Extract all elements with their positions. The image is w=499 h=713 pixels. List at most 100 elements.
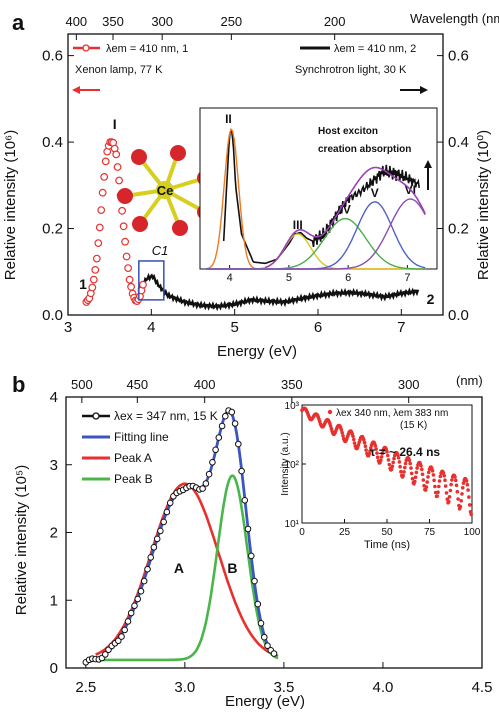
b-data-point <box>163 508 171 516</box>
a-point-xenon <box>119 222 128 231</box>
b-inset-ylabel: Intensity (a.u.) <box>280 432 291 495</box>
b-decay-point <box>403 465 407 470</box>
b-decay-point <box>389 467 394 472</box>
a-xtick-label-0: 3 <box>64 319 72 336</box>
b-decay-point <box>425 480 430 484</box>
b-xtick-label-3: 4.0 <box>373 679 394 696</box>
a-point-xenon <box>98 188 107 197</box>
b-inset-legend-line2: (15 K) <box>400 420 427 431</box>
b-decay-point <box>438 474 443 479</box>
b-decay-point <box>407 458 412 463</box>
b-inset-ytick-label-1: 10² <box>285 460 300 471</box>
b-inset-xtick-label-0: 0 <box>299 527 305 538</box>
a-ytick-right-label-1: 0.2 <box>448 221 469 238</box>
b-inset-xtick-label-3: 75 <box>424 527 436 538</box>
b-data-point <box>264 642 271 650</box>
b-decay-point <box>426 470 431 475</box>
b-data-point <box>144 565 151 573</box>
a-point-xenon <box>101 157 110 166</box>
b-decay-point <box>403 461 408 466</box>
a-inset-up-arrow-head-icon <box>424 160 432 168</box>
b-decay-point <box>464 479 469 483</box>
b-decay-point <box>469 512 474 517</box>
b-decay-point <box>410 476 415 481</box>
b-data-point <box>160 518 167 526</box>
b-decay-point <box>413 479 417 484</box>
b-decay-point <box>455 489 460 494</box>
b-ytick-label-3: 3 <box>50 457 58 474</box>
b-decay-point <box>454 478 458 483</box>
a-ytick-right-label-3: 0.6 <box>448 48 469 65</box>
a-peak-label-2: 2 <box>427 291 435 307</box>
panel-b: b (nm) Relative intensity (10⁵) Energy (… <box>12 372 492 710</box>
a-arrow-right-head-icon <box>420 86 428 94</box>
b-decay-point <box>402 470 406 474</box>
a-ytick-left-label-0: 0.0 <box>42 307 63 324</box>
b-decay-point <box>459 499 464 503</box>
b-decay-point <box>399 469 403 474</box>
b-decay-point <box>465 482 470 487</box>
a-xtick-label-3: 6 <box>314 319 322 336</box>
b-data-point <box>157 527 164 535</box>
a-legend-sub-2: Synchrotron light, 30 K <box>295 64 407 76</box>
b-data-point <box>150 544 158 551</box>
b-data-point <box>254 600 262 608</box>
a-ytick-right-label-0: 0.0 <box>448 307 469 324</box>
b-inset-frame <box>301 404 473 524</box>
b-data-point <box>241 497 249 504</box>
a-point-xenon <box>91 266 100 274</box>
b-decay-point <box>391 460 396 465</box>
a-point-xenon <box>94 239 103 248</box>
b-decay-point <box>339 428 344 432</box>
b-decay-point <box>426 475 430 479</box>
b-decay-point <box>390 464 395 469</box>
b-decay-point <box>415 466 419 470</box>
b-decay-point <box>466 488 470 492</box>
b-decay-point <box>396 456 401 460</box>
b-legend: λex = 347 nm, 15 K Fitting line Peak A P… <box>82 409 218 486</box>
b-legend-name-2: Fitting line <box>114 430 169 444</box>
a-plot-frame <box>67 33 444 316</box>
b-peak-label-a: A <box>174 560 184 576</box>
a-inset-envelope <box>264 166 426 269</box>
b-decay-point <box>386 458 391 462</box>
b-decay-point <box>441 471 446 475</box>
b-decay-point <box>414 470 419 475</box>
b-data-point <box>218 422 226 430</box>
b-data-point <box>235 440 242 448</box>
a-highlight-box <box>138 260 165 301</box>
b-data-point <box>270 650 278 657</box>
b-decay-point <box>398 464 402 469</box>
b-data-point <box>202 480 210 487</box>
b-legend-name-4: Peak B <box>114 472 153 486</box>
a-point-xenon <box>92 254 101 263</box>
b-data-point <box>248 552 255 560</box>
b-decay-point <box>356 443 361 447</box>
b-decay-point <box>443 478 447 483</box>
b-xtick-label-1: 3.0 <box>174 679 195 696</box>
b-data-point <box>205 470 213 478</box>
b-data-point <box>244 525 252 533</box>
a-top-tick-label-0: 400 <box>65 14 87 29</box>
a-point-xenon <box>122 252 131 261</box>
a-top-tick-label-4: 200 <box>324 14 346 29</box>
a-top-axis-label: Wavelength (nm) <box>410 11 499 26</box>
b-decay-point <box>375 451 379 455</box>
b-xtick-label-4: 4.5 <box>472 679 493 696</box>
a-inset-data-line <box>222 129 420 265</box>
b-xlabel: Energy (eV) <box>225 693 305 710</box>
b-decay-point <box>373 444 378 448</box>
b-data-point <box>228 408 236 416</box>
b-decay-point <box>435 494 440 498</box>
b-decay-point <box>460 492 464 496</box>
a-inset-annotation-2: creation absorption <box>318 144 411 155</box>
a-point-xenon <box>112 150 121 159</box>
b-decay-point <box>386 453 390 458</box>
b-decay-point <box>396 453 400 457</box>
panel-b-label: b <box>12 372 25 397</box>
b-decay-point <box>392 456 396 461</box>
panel-a: a Wavelength (nm) Relative intensity (10… <box>2 10 499 360</box>
b-decay-point <box>456 497 460 501</box>
